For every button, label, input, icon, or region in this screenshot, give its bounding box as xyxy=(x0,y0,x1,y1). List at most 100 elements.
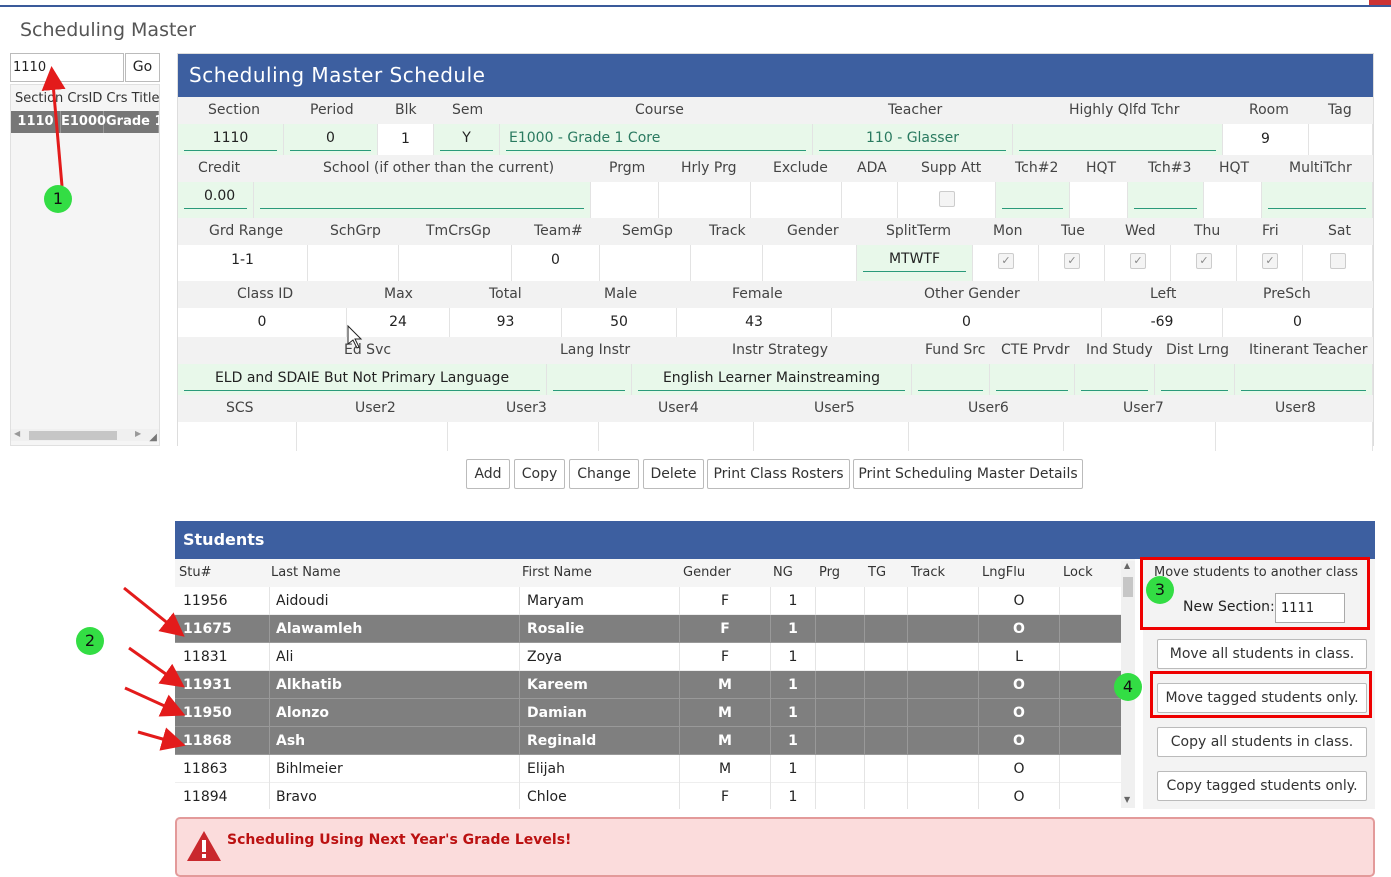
track-field[interactable] xyxy=(691,245,763,281)
student-row[interactable]: 11950 Alonzo Damian M 1 O xyxy=(175,699,1135,727)
scrollbar-thumb[interactable] xyxy=(29,431,117,440)
section-field[interactable]: 1110 xyxy=(178,124,284,155)
copy-tagged-students-button[interactable]: Copy tagged students only. xyxy=(1157,771,1367,801)
print-scheduling-master-details-button[interactable]: Print Scheduling Master Details xyxy=(853,459,1083,489)
scroll-down-icon[interactable]: ▼ xyxy=(1124,795,1131,804)
sem-field[interactable]: Y xyxy=(434,124,500,155)
student-row[interactable]: 11956 Aidoudi Maryam F 1 O xyxy=(175,587,1135,615)
fri-checkbox[interactable]: ✓ xyxy=(1262,253,1278,269)
cte-prvdr-field[interactable] xyxy=(990,364,1075,395)
gender-field[interactable] xyxy=(763,245,857,281)
col-header-first-name[interactable]: First Name xyxy=(522,565,592,580)
itinerant-teacher-field[interactable] xyxy=(1235,364,1373,395)
col-header-tg[interactable]: TG xyxy=(868,565,887,580)
supp-att-checkbox[interactable] xyxy=(939,191,955,207)
scroll-up-icon[interactable]: ▲ xyxy=(1124,561,1131,570)
col-header-stu-num[interactable]: Stu# xyxy=(179,565,212,580)
scrollbar-thumb[interactable] xyxy=(1123,577,1133,597)
grd-range-field[interactable]: 1-1 xyxy=(178,245,308,281)
add-button[interactable]: Add xyxy=(466,459,510,489)
schgrp-field[interactable] xyxy=(308,245,399,281)
scroll-left-icon[interactable]: ◀ xyxy=(14,429,21,438)
col-header-last-name[interactable]: Last Name xyxy=(271,565,341,580)
arrow-to-search-input xyxy=(41,66,66,187)
col-header-prg[interactable]: Prg xyxy=(819,565,840,580)
move-tagged-students-button[interactable]: Move tagged students only. xyxy=(1157,683,1367,713)
user8-field[interactable] xyxy=(1216,422,1373,451)
dist-lrng-field[interactable] xyxy=(1155,364,1235,395)
hqt2-field[interactable] xyxy=(1204,182,1262,218)
col-header-gender[interactable]: Gender xyxy=(683,565,731,580)
course-field[interactable]: E1000 - Grade 1 Core xyxy=(500,124,813,155)
new-section-input[interactable]: 1111 xyxy=(1275,593,1345,623)
user5-field[interactable] xyxy=(754,422,909,451)
label-sat: Sat xyxy=(1328,223,1351,239)
hq-teacher-field[interactable] xyxy=(1013,124,1223,155)
tag-field[interactable] xyxy=(1309,124,1373,155)
student-row[interactable]: 11868 Ash Reginald M 1 O xyxy=(175,727,1135,755)
hrly-prg-field[interactable] xyxy=(659,182,751,218)
col-header-section[interactable]: Section xyxy=(15,90,64,106)
semgp-field[interactable] xyxy=(600,245,691,281)
move-all-students-button[interactable]: Move all students in class. xyxy=(1157,639,1367,669)
wed-checkbox[interactable]: ✓ xyxy=(1130,253,1146,269)
ind-study-field[interactable] xyxy=(1075,364,1155,395)
section-list-row[interactable]: 1110 E1000 Grade 1 xyxy=(11,111,159,133)
ed-svc-field[interactable]: ELD and SDAIE But Not Primary Language xyxy=(178,364,547,395)
team-field[interactable]: 0 xyxy=(512,245,600,281)
tch3-field[interactable] xyxy=(1128,182,1204,218)
max-field[interactable]: 24 xyxy=(347,308,450,337)
hqt1-field[interactable] xyxy=(1070,182,1128,218)
fund-src-field[interactable] xyxy=(912,364,990,395)
student-row[interactable]: 11894 Bravo Chloe F 1 O xyxy=(175,783,1135,809)
col-header-crsid[interactable]: CrsID xyxy=(67,90,103,106)
tmcrsgp-field[interactable] xyxy=(399,245,512,281)
student-row[interactable]: 11931 Alkhatib Kareem M 1 O xyxy=(175,671,1135,699)
tch2-field[interactable] xyxy=(996,182,1070,218)
blk-field[interactable]: 1 xyxy=(378,124,434,155)
print-class-rosters-button[interactable]: Print Class Rosters xyxy=(707,459,850,489)
user4-field[interactable] xyxy=(599,422,754,451)
resize-grip-icon[interactable]: ◢ xyxy=(149,432,157,443)
mon-checkbox[interactable]: ✓ xyxy=(998,253,1014,269)
splitterm-field[interactable]: MTWTF xyxy=(857,245,973,281)
student-row[interactable]: 11831 Ali Zoya F 1 L xyxy=(175,643,1135,671)
col-header-crs-title[interactable]: Crs Title xyxy=(106,90,160,106)
horizontal-scrollbar[interactable]: ◀ ▶ xyxy=(11,429,159,441)
tue-checkbox[interactable]: ✓ xyxy=(1064,253,1080,269)
student-row[interactable]: 11863 Bihlmeier Elijah M 1 O xyxy=(175,755,1135,783)
exclude-field[interactable] xyxy=(751,182,842,218)
section-search-input[interactable]: 1110 xyxy=(10,53,124,82)
multitchr-field[interactable] xyxy=(1262,182,1373,218)
teacher-field[interactable]: 110 - Glasser xyxy=(813,124,1013,155)
copy-all-students-button[interactable]: Copy all students in class. xyxy=(1157,727,1367,757)
sat-checkbox[interactable] xyxy=(1330,253,1346,269)
scs-field[interactable] xyxy=(178,422,297,451)
user2-field[interactable] xyxy=(297,422,448,451)
col-header-lngflu[interactable]: LngFlu xyxy=(982,565,1026,580)
delete-button[interactable]: Delete xyxy=(643,459,704,489)
student-first: Kareem xyxy=(527,677,588,693)
school-field[interactable] xyxy=(254,182,591,218)
student-row[interactable]: 11675 Alawamleh Rosalie F 1 O xyxy=(175,615,1135,643)
copy-button[interactable]: Copy xyxy=(514,459,565,489)
room-field[interactable]: 9 xyxy=(1223,124,1309,155)
student-last: Alonzo xyxy=(276,705,329,721)
change-button[interactable]: Change xyxy=(569,459,639,489)
scroll-right-icon[interactable]: ▶ xyxy=(135,429,142,438)
lang-instr-field[interactable] xyxy=(547,364,632,395)
user7-field[interactable] xyxy=(1064,422,1216,451)
instr-strategy-field[interactable]: English Learner Mainstreaming xyxy=(632,364,912,395)
ada-field[interactable] xyxy=(842,182,898,218)
thu-checkbox[interactable]: ✓ xyxy=(1196,253,1212,269)
prgm-field[interactable] xyxy=(591,182,659,218)
user6-field[interactable] xyxy=(909,422,1064,451)
go-button[interactable]: Go xyxy=(125,53,160,82)
credit-field[interactable]: 0.00 xyxy=(178,182,254,218)
col-header-lock[interactable]: Lock xyxy=(1063,565,1093,580)
col-header-ng[interactable]: NG xyxy=(773,565,793,580)
user3-field[interactable] xyxy=(448,422,599,451)
period-field[interactable]: 0 xyxy=(284,124,378,155)
warning-icon xyxy=(187,831,221,861)
col-header-track[interactable]: Track xyxy=(911,565,946,580)
